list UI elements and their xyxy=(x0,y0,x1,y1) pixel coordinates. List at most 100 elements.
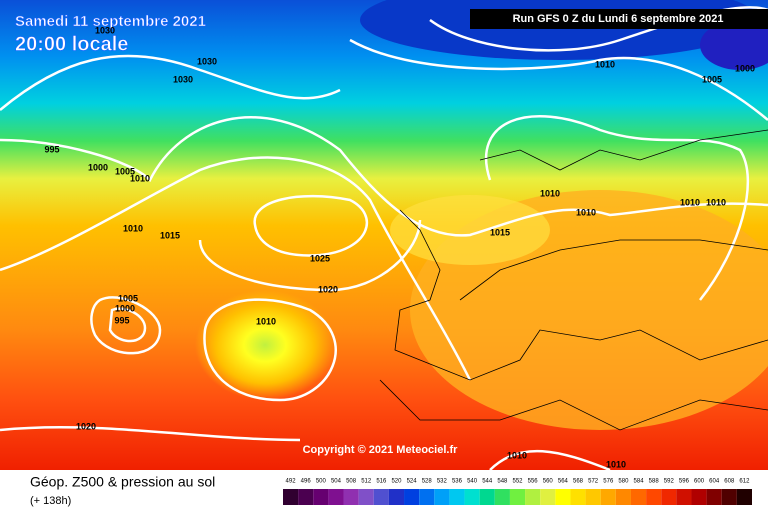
scale-label: 556 xyxy=(528,479,539,485)
color-scale: 492 496 500 504 508 512 516 520 524 528 532 536 540 5… xyxy=(283,479,752,505)
scale-label: 612 xyxy=(739,479,750,485)
scale-label: 504 xyxy=(331,479,342,485)
scale-label: 600 xyxy=(694,479,705,485)
scale-swatch xyxy=(646,489,662,505)
scale-swatch xyxy=(736,489,752,505)
scale-label: 516 xyxy=(376,479,387,485)
high-cell xyxy=(195,290,335,400)
valid-date: Samedi 11 septembre 2021 xyxy=(15,13,206,30)
isobar-label: 1000 xyxy=(115,303,135,313)
scale-label: 576 xyxy=(603,479,614,485)
scale-swatch xyxy=(328,489,344,505)
scale-label: 592 xyxy=(664,479,675,485)
scale-swatch xyxy=(388,489,405,505)
isobar-label: 1010 xyxy=(123,223,143,233)
isobar-label: 1020 xyxy=(318,284,338,294)
isobar-label: 1005 xyxy=(115,166,135,176)
scale-swatch xyxy=(555,489,571,505)
scale-swatch xyxy=(691,489,707,505)
scale-label: 572 xyxy=(588,479,599,485)
scale-swatch xyxy=(494,489,510,505)
isobar-label: 1000 xyxy=(735,63,755,73)
isobar-label: 1030 xyxy=(95,25,115,35)
scale-swatch xyxy=(313,489,329,505)
scale-swatch xyxy=(525,489,541,505)
isobar-label: 1010 xyxy=(256,316,276,326)
isobar-label: 1010 xyxy=(706,197,726,207)
scale-label: 548 xyxy=(497,479,508,485)
isobar-label: 1000 xyxy=(88,162,108,172)
scale-label: 524 xyxy=(407,479,418,485)
isobar-label: 995 xyxy=(44,144,59,154)
scale-swatch xyxy=(298,489,314,505)
scale-label: 596 xyxy=(679,479,690,485)
scale-swatch xyxy=(706,489,722,505)
scale-swatch xyxy=(570,489,586,505)
isobar-label: 1005 xyxy=(118,293,138,303)
scale-label: 584 xyxy=(634,479,645,485)
isobars xyxy=(0,6,768,472)
run-banner xyxy=(470,9,768,29)
isobar-label: 1015 xyxy=(160,230,180,240)
scale-swatch xyxy=(721,489,737,505)
scale-swatch xyxy=(615,489,631,505)
isobar-label: 1010 xyxy=(507,450,527,460)
scale-swatch xyxy=(585,489,601,505)
isobar-label: 1005 xyxy=(702,74,722,84)
scale-label: 564 xyxy=(558,479,569,485)
scale-swatch xyxy=(630,489,647,505)
scale-swatch xyxy=(479,489,495,505)
footer-title: Géop. Z500 & pression au sol xyxy=(30,474,215,490)
scale-label: 532 xyxy=(437,479,448,485)
low-area xyxy=(700,20,768,70)
scale-label: 536 xyxy=(452,479,463,485)
isobar-label: 1030 xyxy=(197,56,217,66)
scale-swatch xyxy=(464,489,480,505)
isobar-label: 1010 xyxy=(680,197,700,207)
scale-swatch xyxy=(676,489,692,505)
scale-label: 512 xyxy=(361,479,372,485)
scale-label: 568 xyxy=(573,479,584,485)
scale-label: 520 xyxy=(391,479,402,485)
scale-swatch xyxy=(540,489,556,505)
scale-label: 588 xyxy=(649,479,660,485)
scale-label: 580 xyxy=(618,479,629,485)
scale-swatch xyxy=(373,489,389,505)
isobar-label: 1020 xyxy=(76,421,96,431)
isobar-label: 995 xyxy=(114,315,129,325)
scale-label: 540 xyxy=(467,479,478,485)
scale-label: 508 xyxy=(346,479,357,485)
scale-label: 528 xyxy=(422,479,433,485)
ridge xyxy=(390,195,550,265)
scale-label: 500 xyxy=(316,479,327,485)
scale-swatch xyxy=(283,489,299,505)
footer-lead: (+ 138h) xyxy=(30,495,71,507)
isobar-label: 1030 xyxy=(173,74,193,84)
run-info: Run GFS 0 Z du Lundi 6 septembre 2021 xyxy=(513,13,724,25)
scale-swatch xyxy=(358,489,374,505)
isobar-label: 1015 xyxy=(490,227,510,237)
scale-label: 560 xyxy=(543,479,554,485)
scale-swatch xyxy=(343,489,359,505)
isobar-label: 1010 xyxy=(540,188,560,198)
scale-label: 492 xyxy=(286,479,297,485)
scale-label: 552 xyxy=(512,479,523,485)
scale-swatch xyxy=(449,489,465,505)
scale-swatch xyxy=(419,489,435,505)
scale-swatch xyxy=(404,489,420,505)
isobar-label: 1010 xyxy=(130,173,150,183)
scale-swatch xyxy=(509,489,526,505)
isobar-label: 1010 xyxy=(595,59,615,69)
scale-label: 496 xyxy=(301,479,312,485)
copyright: Copyright © 2021 Meteociel.fr xyxy=(303,444,459,456)
scale-swatch xyxy=(434,489,450,505)
scale-label: 604 xyxy=(709,479,720,485)
isobar-label: 1010 xyxy=(606,459,626,469)
coastlines xyxy=(379,129,768,431)
isobar-label: 1025 xyxy=(310,253,330,263)
valid-time: 20:00 locale xyxy=(15,33,128,55)
scale-label: 544 xyxy=(482,479,493,485)
scale-label: 608 xyxy=(724,479,735,485)
